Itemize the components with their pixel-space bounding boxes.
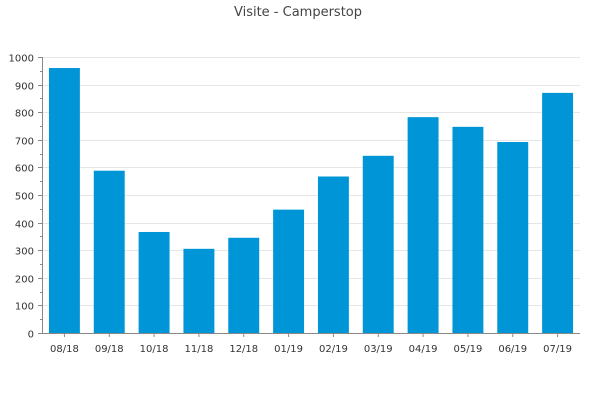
bar-02-19 (317, 176, 349, 333)
axes (38, 57, 580, 337)
x-tick-label: 02/19 (319, 344, 348, 355)
bar-12-18 (228, 237, 260, 333)
chart-title: Visite - Camperstop (234, 5, 362, 20)
x-tick-label: 01/19 (274, 344, 303, 355)
bars (48, 68, 574, 333)
x-tick-label: 04/19 (409, 344, 438, 355)
bar-08-18 (48, 68, 80, 333)
x-tick-label: 08/18 (50, 344, 79, 355)
bar-10-18 (138, 231, 170, 333)
y-tick-label: 700 (15, 137, 34, 148)
y-tick-label: 1000 (9, 54, 34, 65)
bar-05-19 (452, 126, 484, 333)
x-axis-tick-labels: 08/18 09/18 10/18 11/18 12/18 01/19 02/19 03/19… (50, 344, 572, 355)
y-tick-label: 600 (15, 164, 34, 175)
x-tick-label: 05/19 (454, 344, 483, 355)
y-tick-label: 500 (15, 192, 34, 203)
x-tick-label: 06/19 (498, 344, 527, 355)
x-tick-label: 07/19 (543, 344, 572, 355)
bar-06-19 (497, 142, 529, 333)
y-tick-label: 300 (15, 247, 34, 258)
x-tick-label: 03/19 (364, 344, 393, 355)
y-tick-label: 100 (15, 302, 34, 313)
bar-07-19 (542, 92, 574, 333)
x-tick-label: 12/18 (229, 344, 258, 355)
bar-04-19 (407, 117, 439, 333)
bar-09-18 (93, 170, 125, 333)
bar-11-18 (183, 248, 215, 333)
y-tick-label: 900 (15, 82, 34, 93)
y-tick-label: 800 (15, 109, 34, 120)
gridlines (42, 57, 580, 306)
y-axis-tick-labels: 0 100 200 300 400 500 600 700 800 900 1000 (9, 54, 34, 341)
bar-03-19 (362, 155, 394, 333)
y-tick-label: 200 (15, 275, 34, 286)
y-tick-label: 0 (28, 330, 34, 341)
bar-01-19 (273, 209, 305, 333)
x-tick-label: 10/18 (140, 344, 169, 355)
x-tick-label: 09/18 (95, 344, 124, 355)
y-tick-label: 400 (15, 220, 34, 231)
x-tick-label: 11/18 (185, 344, 214, 355)
